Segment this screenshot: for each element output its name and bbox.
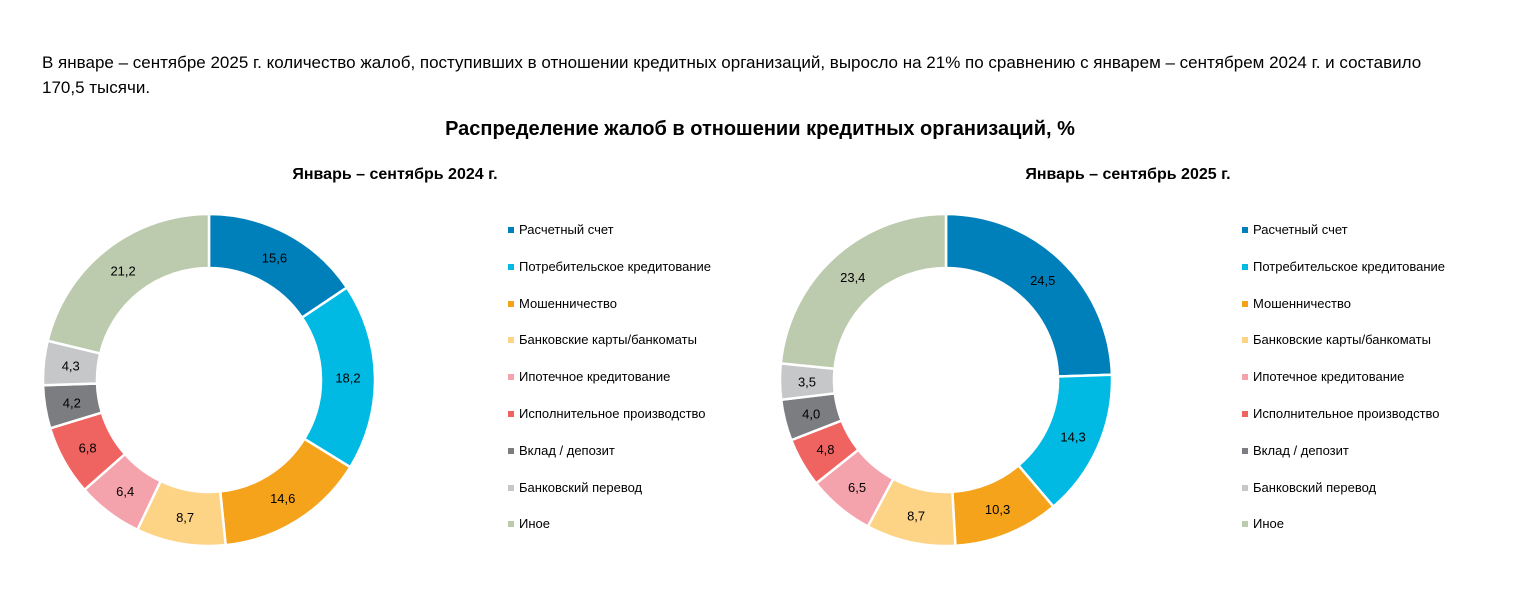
data-label: 8,7 — [176, 510, 194, 525]
legend-label: Банковский перевод — [1253, 479, 1377, 495]
legend-swatch — [508, 374, 514, 381]
legend-item: Иное — [508, 516, 711, 553]
data-label: 18,2 — [335, 370, 360, 385]
legend-label: Исполнительное производство — [519, 405, 706, 421]
legend-label: Вклад / депозит — [1253, 442, 1349, 458]
legend-swatch — [508, 521, 514, 528]
legend-item: Вклад / депозит — [1242, 443, 1445, 480]
data-label: 8,7 — [907, 509, 925, 524]
legend-swatch — [508, 410, 514, 417]
legend-item: Ипотечное кредитование — [508, 369, 711, 406]
legend-item: Банковский перевод — [508, 480, 711, 517]
legend-label: Банковские карты/банкоматы — [1253, 332, 1431, 348]
legend-swatch — [1242, 300, 1248, 307]
legend-label: Расчетный счет — [1253, 222, 1348, 237]
data-label: 15,6 — [262, 250, 287, 265]
data-label: 6,8 — [79, 441, 97, 456]
legend-swatch — [1242, 227, 1248, 233]
intro-text: В январе – сентябре 2025 г. количество ж… — [42, 53, 1422, 97]
legend-item: Расчетный счет — [508, 222, 711, 259]
data-label: 6,4 — [116, 484, 134, 499]
legend-label: Мошенничество — [1253, 295, 1351, 311]
legend-item: Исполнительное производство — [1242, 406, 1445, 443]
legend-item: Мошенничество — [1242, 296, 1445, 333]
legend-label: Мошенничество — [519, 295, 617, 311]
data-label: 6,5 — [848, 480, 866, 495]
legend-item: Банковские карты/банкоматы — [508, 332, 711, 369]
data-label: 14,6 — [270, 491, 295, 506]
data-label: 10,3 — [985, 502, 1010, 517]
legend-label: Банковские карты/банкоматы — [519, 332, 697, 348]
legend-2025: Расчетный счет Потребительское кредитован… — [1242, 222, 1445, 553]
legend-swatch — [508, 447, 514, 454]
data-label: 4,0 — [802, 407, 820, 422]
legend-swatch — [1242, 337, 1248, 344]
legend-label: Расчетный счет — [519, 222, 614, 237]
legend-item: Расчетный счет — [1242, 222, 1445, 259]
data-label: 23,4 — [840, 270, 865, 285]
legend-swatch — [1242, 263, 1248, 270]
legend-swatch — [508, 484, 514, 491]
legend-label: Потребительское кредитование — [1253, 258, 1446, 274]
legend-label: Ипотечное кредитование — [519, 369, 671, 385]
legend-item: Потребительское кредитование — [508, 259, 711, 296]
data-label: 4,2 — [63, 396, 81, 411]
subtitle-2024: Январь – сентябрь 2024 г. — [292, 166, 498, 183]
legend-label: Иное — [519, 516, 550, 532]
subtitle-2025: Январь – сентябрь 2025 г. — [1025, 166, 1231, 183]
legend-item: Банковские карты/банкоматы — [1242, 332, 1445, 369]
legend-label: Ипотечное кредитование — [1253, 369, 1405, 385]
legend-swatch — [1242, 521, 1248, 528]
legend-item: Исполнительное производство — [508, 406, 711, 443]
donut-slice-1-8 — [779, 212, 948, 371]
data-label: 3,5 — [798, 374, 816, 389]
legend-swatch — [508, 337, 514, 344]
legend-item: Потребительское кредитование — [1242, 259, 1445, 296]
legend-swatch — [508, 263, 514, 270]
donut-slice-0-8 — [46, 212, 211, 356]
legend-item: Банковский перевод — [1242, 480, 1445, 517]
legend-label: Вклад / депозит — [519, 442, 615, 458]
donut-slice-1-0 — [944, 212, 1114, 378]
legend-label: Потребительское кредитование — [519, 258, 712, 274]
data-label: 4,8 — [816, 442, 834, 457]
legend-label: Иное — [1253, 516, 1284, 532]
legend-swatch — [508, 227, 514, 233]
legend-item: Иное — [1242, 516, 1445, 553]
data-label: 24,5 — [1030, 273, 1055, 288]
legend-label: Исполнительное производство — [1253, 405, 1440, 421]
legend-item: Вклад / депозит — [508, 443, 711, 480]
data-label: 21,2 — [110, 264, 135, 279]
legend-label: Банковский перевод — [519, 479, 643, 495]
legend-item: Ипотечное кредитование — [1242, 369, 1445, 406]
legend-swatch — [508, 300, 514, 307]
legend-swatch — [1242, 447, 1248, 454]
data-label: 4,3 — [62, 359, 80, 374]
legend-item: Мошенничество — [508, 296, 711, 333]
legend-2024: Расчетный счет Потребительское кредитован… — [508, 222, 711, 553]
chart-title: Распределение жалоб в отношении кредитны… — [445, 118, 1075, 140]
legend-swatch — [1242, 484, 1248, 491]
data-label: 14,3 — [1060, 429, 1085, 444]
legend-swatch — [1242, 374, 1248, 381]
legend-swatch — [1242, 410, 1248, 417]
